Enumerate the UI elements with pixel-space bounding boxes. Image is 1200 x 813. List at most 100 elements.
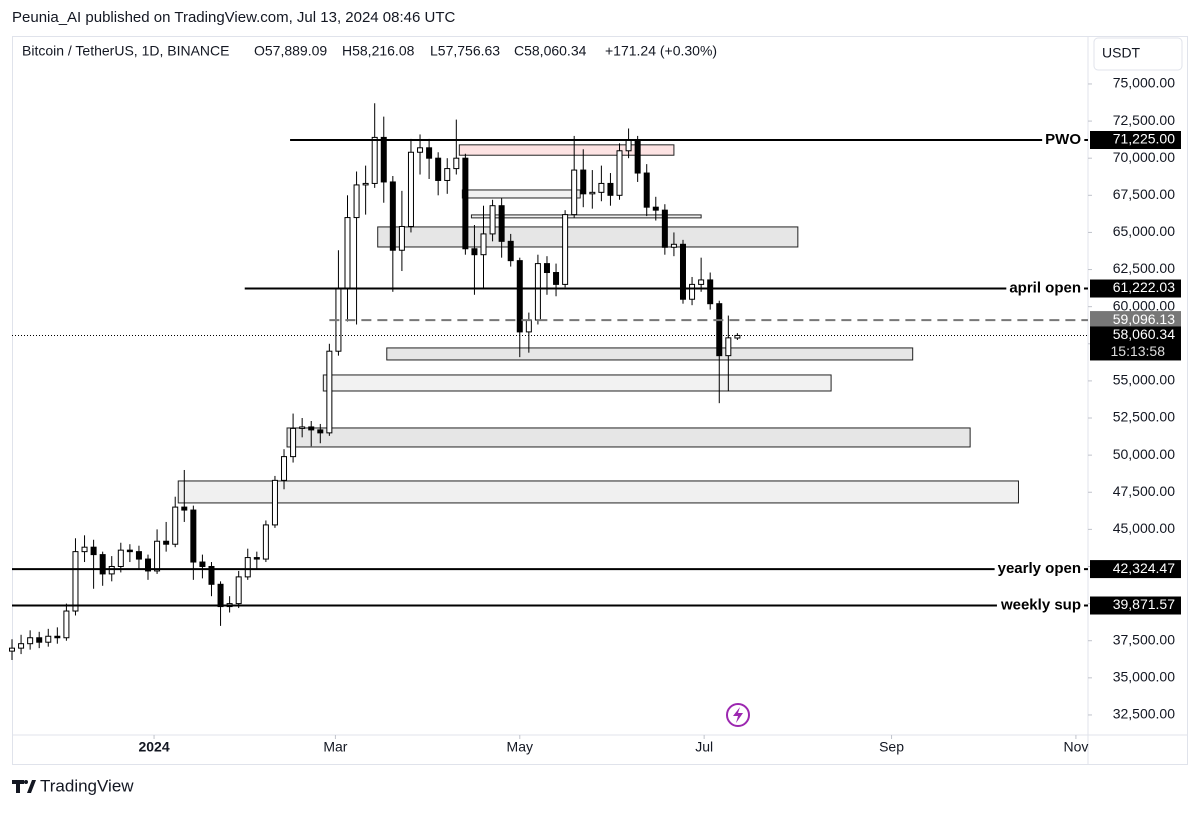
candle-body <box>616 150 623 196</box>
level-badge-bg <box>1090 131 1181 150</box>
y-tick-label: 35,000.00 <box>1113 669 1175 685</box>
candle-body <box>562 214 569 285</box>
y-tick-label: 45,000.00 <box>1113 520 1175 536</box>
candle-body <box>407 151 414 227</box>
y-tick-label: 67,500.00 <box>1113 186 1175 202</box>
candle-body <box>398 225 405 251</box>
x-tick-label: Jul <box>695 739 713 755</box>
candle-body <box>543 263 550 274</box>
candle-body <box>9 647 15 652</box>
candle-body <box>117 549 124 567</box>
candle-body <box>589 191 596 195</box>
candle-body <box>453 157 460 170</box>
candle-body <box>679 243 686 300</box>
level-name: april open <box>1009 279 1081 296</box>
zone <box>458 144 675 156</box>
candle-body <box>489 205 496 235</box>
candle-body <box>480 233 487 256</box>
level-name-bg <box>1042 130 1085 148</box>
zone <box>322 374 832 392</box>
candle-body <box>643 172 650 208</box>
candle-body <box>426 147 433 159</box>
candle-body <box>462 157 469 250</box>
candle-body <box>516 260 523 333</box>
ohlc-low: L57,756.63 <box>430 43 500 59</box>
candle-body <box>652 206 659 211</box>
candle-body <box>145 558 152 572</box>
candle-body <box>217 583 224 608</box>
level-badge-bg <box>1090 279 1181 298</box>
candle-body <box>235 576 242 605</box>
dashed-badge-bg <box>1090 311 1181 330</box>
y-tick-label: 50,000.00 <box>1113 446 1175 462</box>
candle-body <box>444 168 451 181</box>
candle-body <box>725 337 732 357</box>
candle-body <box>190 509 197 563</box>
level-name: PWO <box>1045 131 1081 148</box>
x-tick-label: Nov <box>1063 739 1088 755</box>
symbol: Bitcoin / TetherUS, 1D, BINANCE <box>22 43 229 59</box>
candle-body <box>18 643 25 649</box>
y-tick-label: 65,000.00 <box>1113 223 1175 239</box>
candle-body <box>135 551 142 560</box>
candle-body <box>199 561 206 567</box>
y-tick-label: 55,000.00 <box>1113 372 1175 388</box>
ohlc-high: H58,216.08 <box>342 43 415 59</box>
chart-frame <box>12 36 1188 765</box>
candle-body <box>126 549 133 553</box>
candle-body <box>507 240 514 262</box>
y-tick-label: 62,500.00 <box>1113 260 1175 276</box>
candle-body <box>290 427 297 458</box>
candle-body <box>27 637 34 645</box>
candle-body <box>81 546 88 553</box>
candle-body <box>707 279 714 305</box>
level-badge: 39,871.57 <box>1113 596 1175 612</box>
candle-body <box>72 551 79 612</box>
currency-button[interactable] <box>1093 37 1183 71</box>
x-tick-label: 2024 <box>138 739 169 755</box>
zone <box>177 480 1019 504</box>
candle-body <box>45 635 52 643</box>
candle-body <box>661 209 668 248</box>
level-name-bg <box>1006 279 1084 297</box>
level-badge: 71,225.00 <box>1113 131 1175 147</box>
last-price-badge-bg <box>1090 326 1181 361</box>
candle-body <box>625 139 632 152</box>
brand-logo <box>12 780 36 793</box>
candle-body <box>716 303 723 357</box>
candle-body <box>244 557 251 578</box>
y-tick-label: 60,000.00 <box>1113 297 1175 313</box>
candle-body <box>471 248 478 256</box>
candle-body <box>371 136 378 184</box>
candle-body <box>344 217 351 290</box>
ohlc-change: +171.24 (+0.30%) <box>605 43 717 59</box>
candle-body <box>607 182 614 196</box>
candle-body <box>498 205 505 242</box>
candle-body <box>54 635 61 639</box>
candle-body <box>99 554 106 575</box>
last-price-badge: 58,060.34 <box>1113 326 1175 342</box>
candle-body <box>525 319 532 333</box>
legend: Bitcoin / TetherUS, 1D, BINANCE O57,889.… <box>22 43 717 59</box>
ohlc-open: O57,889.09 <box>254 43 327 59</box>
x-tick-label: Mar <box>323 739 347 755</box>
candle-body <box>181 506 188 511</box>
y-tick-label: 52,500.00 <box>1113 409 1175 425</box>
candle-body <box>90 546 97 556</box>
currency-label[interactable]: USDT <box>1102 45 1141 61</box>
published-line: Peunia_AI published on TradingView.com, … <box>12 9 456 26</box>
candle-body <box>389 181 396 251</box>
candle-body <box>698 279 705 285</box>
y-tick-label: 70,000.00 <box>1113 149 1175 165</box>
candle-body <box>208 565 215 585</box>
candle-body <box>353 184 360 219</box>
lightning-icon[interactable] <box>726 703 750 727</box>
candle-body <box>281 456 288 481</box>
candle-body <box>571 169 578 216</box>
zone <box>470 214 702 219</box>
y-tick-label: 75,000.00 <box>1113 75 1175 91</box>
brand-name: TradingView <box>40 776 134 795</box>
candle-body <box>734 334 741 339</box>
